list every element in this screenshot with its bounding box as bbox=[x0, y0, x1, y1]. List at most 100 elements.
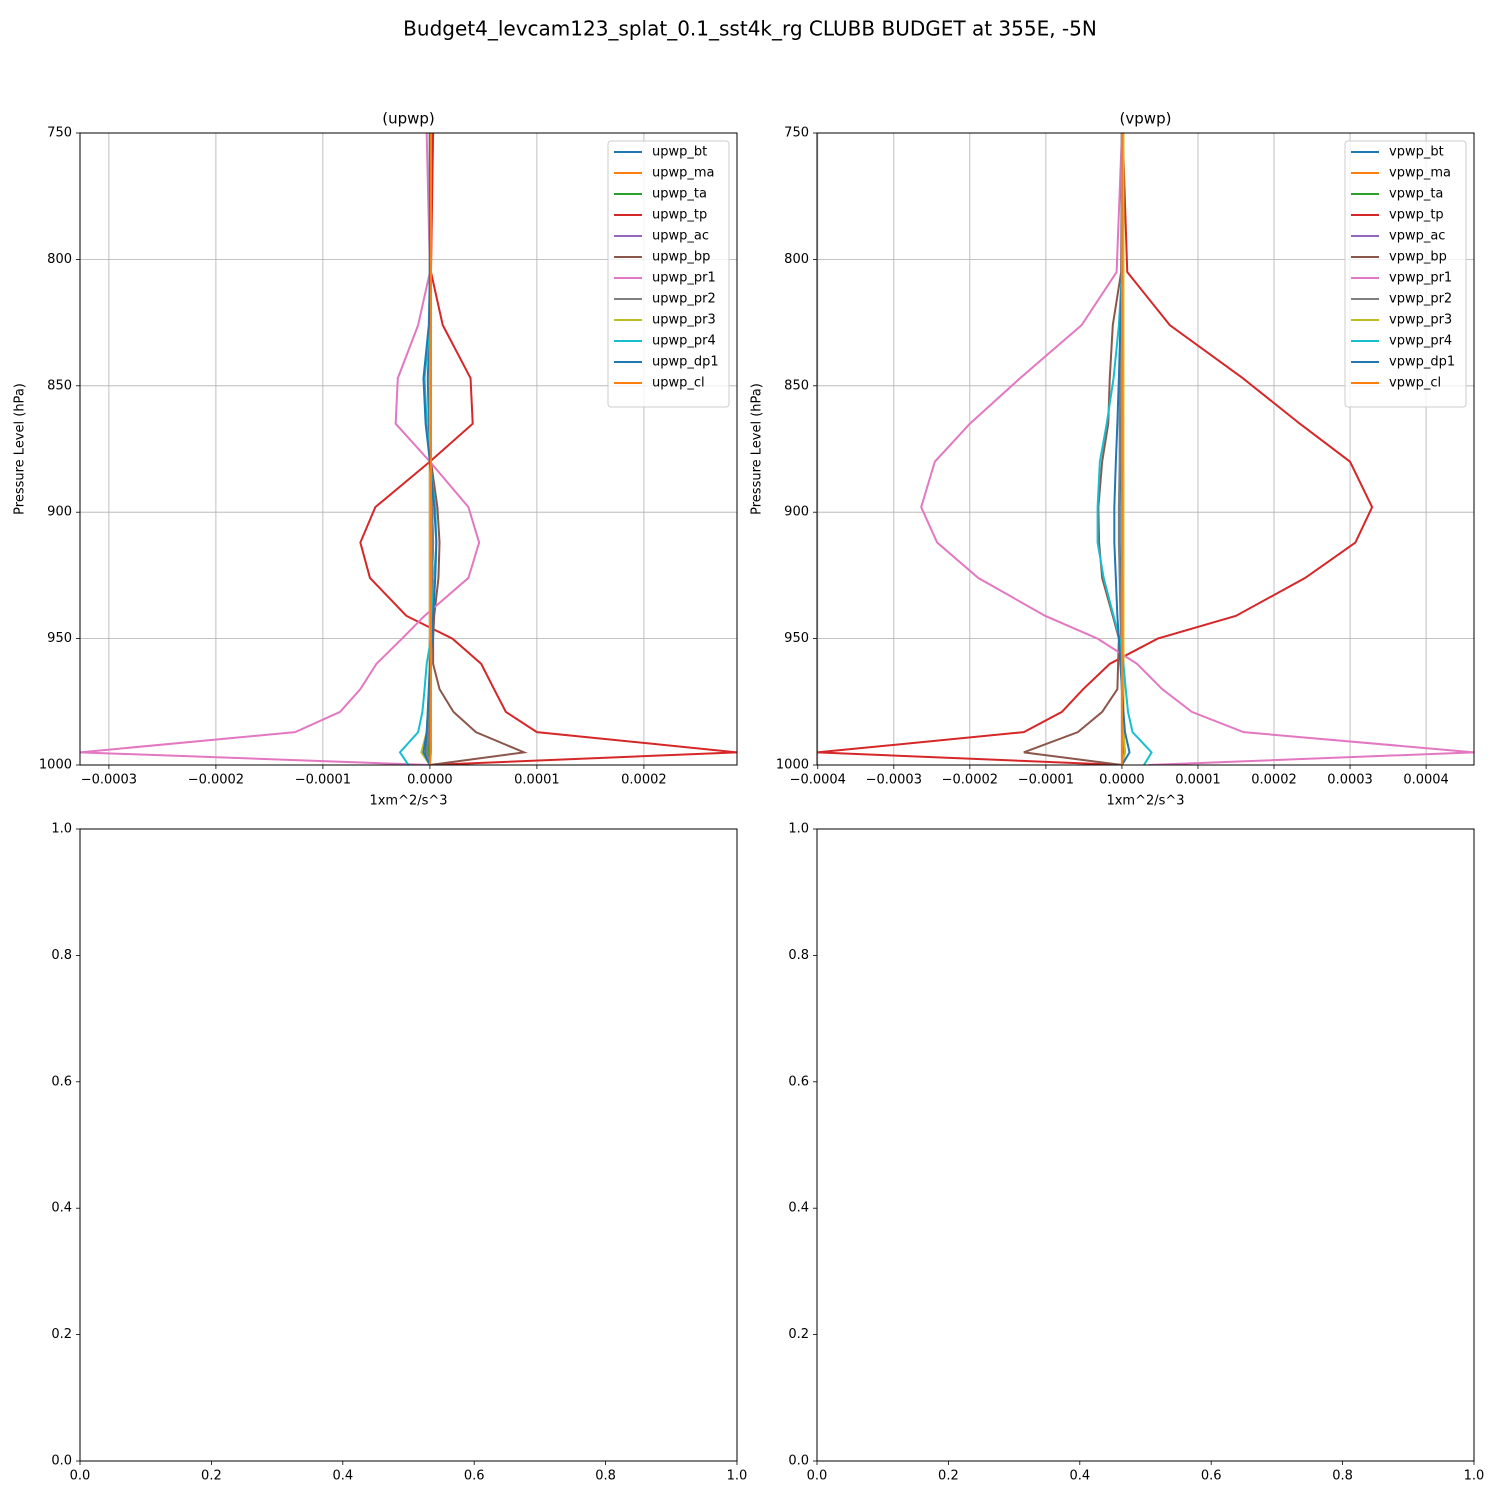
legend-label: upwp_tp bbox=[652, 208, 707, 223]
y-tick-label: 0.2 bbox=[51, 1327, 72, 1342]
x-tick-label: 0.6 bbox=[464, 1469, 485, 1484]
axes-frame bbox=[816, 132, 1475, 766]
axes-frame bbox=[816, 828, 1475, 1462]
axes-frame bbox=[79, 828, 738, 1462]
x-axis-label: 1xm^2/s^3 bbox=[1106, 794, 1184, 809]
y-tick-label: 900 bbox=[47, 505, 72, 520]
y-tick-label: 750 bbox=[47, 126, 72, 141]
x-tick-label: 0.8 bbox=[595, 1469, 616, 1484]
y-tick-label: 750 bbox=[784, 126, 809, 141]
y-tick-label: 800 bbox=[47, 252, 72, 267]
legend-label: upwp_bt bbox=[652, 145, 707, 160]
series-line bbox=[80, 133, 481, 765]
x-tick-label: −0.0003 bbox=[866, 773, 922, 788]
legend-label: vpwp_ma bbox=[1389, 166, 1451, 181]
series-line bbox=[422, 133, 438, 765]
x-tick-label: 0.2 bbox=[938, 1469, 959, 1484]
series-line bbox=[398, 133, 438, 765]
subplot: 0.0 0.2 0.4 0.6 0.8 1.0 0.0 0.2 0.4 0.6 0.8 1.0 bbox=[788, 822, 1484, 1484]
y-tick-label: 0.6 bbox=[788, 1074, 809, 1089]
legend-label: vpwp_pr2 bbox=[1389, 292, 1452, 307]
y-tick-label: 0.0 bbox=[51, 1454, 72, 1469]
x-tick-label: 0.0001 bbox=[1175, 773, 1221, 788]
legend-label: vpwp_ta bbox=[1389, 187, 1443, 202]
y-axis-label: Pressure Level (hPa) bbox=[13, 383, 28, 515]
series-line bbox=[428, 133, 432, 765]
y-axis-label: Pressure Level (hPa) bbox=[750, 383, 765, 515]
y-tick-label: 0.4 bbox=[51, 1201, 72, 1216]
legend-label: vpwp_bp bbox=[1389, 250, 1447, 265]
y-tick-label: 850 bbox=[784, 378, 809, 393]
x-tick-label: 0.0002 bbox=[621, 773, 667, 788]
x-tick-label: 0.2 bbox=[201, 1469, 222, 1484]
subplot-title: (vpwp) bbox=[1120, 110, 1172, 128]
x-axis-label: 1xm^2/s^3 bbox=[369, 794, 447, 809]
series-line bbox=[817, 133, 1374, 765]
y-tick-label: 0.4 bbox=[788, 1201, 809, 1216]
legend-label: upwp_ma bbox=[652, 166, 715, 181]
x-tick-label: −0.0002 bbox=[942, 773, 998, 788]
legend-label: vpwp_pr4 bbox=[1389, 334, 1452, 349]
x-tick-label: 0.0004 bbox=[1403, 773, 1449, 788]
legend-label: upwp_pr4 bbox=[652, 334, 716, 349]
subplot: −0.0003 −0.0002 −0.0001 0.0000 0.0001 0.0002 7… bbox=[13, 110, 738, 809]
legend-label: upwp_dp1 bbox=[652, 355, 719, 370]
y-tick-label: 950 bbox=[47, 631, 72, 646]
x-tick-label: 0.4 bbox=[332, 1469, 353, 1484]
legend: upwp_bt upwp_ma upwp_ta upwp_tp upwp_ac upwp_… bbox=[607, 140, 730, 408]
y-tick-label: 950 bbox=[784, 631, 809, 646]
series-line bbox=[1113, 133, 1131, 765]
figure-title: Budget4_levcam123_splat_0.1_sst4k_rg CLU… bbox=[403, 17, 1097, 41]
legend-label: vpwp_tp bbox=[1389, 208, 1444, 223]
x-tick-label: 0.0003 bbox=[1327, 773, 1373, 788]
x-tick-label: 1.0 bbox=[1464, 1469, 1485, 1484]
x-tick-label: −0.0001 bbox=[1018, 773, 1074, 788]
legend-label: vpwp_pr1 bbox=[1389, 271, 1452, 286]
x-tick-label: −0.0002 bbox=[188, 773, 244, 788]
legend-label: vpwp_ac bbox=[1389, 229, 1445, 244]
series-line bbox=[359, 133, 737, 765]
y-tick-label: 850 bbox=[47, 378, 72, 393]
y-tick-label: 0.6 bbox=[51, 1074, 72, 1089]
x-tick-label: 0.0 bbox=[70, 1469, 91, 1484]
legend-label: vpwp_cl bbox=[1389, 376, 1441, 391]
x-tick-label: 1.0 bbox=[727, 1469, 748, 1484]
x-tick-label: −0.0004 bbox=[790, 773, 846, 788]
subplot: −0.0004 −0.0003 −0.0002 −0.0001 0.0000 0.0001… bbox=[750, 110, 1475, 809]
series-line bbox=[1023, 133, 1123, 765]
series-line bbox=[920, 133, 1474, 765]
x-tick-label: 0.0000 bbox=[1099, 773, 1145, 788]
y-tick-label: 0.8 bbox=[788, 948, 809, 963]
y-tick-label: 900 bbox=[784, 505, 809, 520]
subplot-title: (upwp) bbox=[382, 110, 435, 128]
y-tick-label: 1000 bbox=[776, 758, 809, 773]
y-tick-label: 1.0 bbox=[788, 822, 809, 837]
legend-label: upwp_cl bbox=[652, 376, 705, 391]
series-line bbox=[1096, 133, 1153, 765]
legend-label: vpwp_dp1 bbox=[1389, 355, 1455, 370]
y-tick-label: 1.0 bbox=[51, 822, 72, 837]
y-tick-label: 1000 bbox=[39, 758, 72, 773]
x-tick-label: 0.0000 bbox=[407, 773, 453, 788]
legend-label: upwp_pr1 bbox=[652, 271, 716, 286]
x-tick-label: 0.0 bbox=[807, 1469, 828, 1484]
legend-label: upwp_ac bbox=[652, 229, 709, 244]
legend-label: upwp_pr3 bbox=[652, 313, 716, 328]
legend: vpwp_bt vpwp_ma vpwp_ta vpwp_tp vpwp_ac vpwp_… bbox=[1344, 140, 1467, 408]
axes-frame bbox=[79, 132, 738, 766]
y-tick-label: 0.2 bbox=[788, 1327, 809, 1342]
y-tick-label: 800 bbox=[784, 252, 809, 267]
subplot: 0.0 0.2 0.4 0.6 0.8 1.0 0.0 0.2 0.4 0.6 0.8 1.0 bbox=[51, 822, 747, 1484]
y-tick-label: 0.8 bbox=[51, 948, 72, 963]
legend-label: upwp_pr2 bbox=[652, 292, 716, 307]
legend-label: upwp_bp bbox=[652, 250, 710, 265]
x-tick-label: 0.8 bbox=[1332, 1469, 1353, 1484]
x-tick-label: 0.6 bbox=[1201, 1469, 1222, 1484]
x-tick-label: 0.0002 bbox=[1251, 773, 1297, 788]
x-tick-label: 0.4 bbox=[1069, 1469, 1090, 1484]
x-tick-label: −0.0001 bbox=[295, 773, 351, 788]
legend-label: vpwp_bt bbox=[1389, 145, 1444, 160]
y-tick-label: 0.0 bbox=[788, 1454, 809, 1469]
legend-label: upwp_ta bbox=[652, 187, 707, 202]
